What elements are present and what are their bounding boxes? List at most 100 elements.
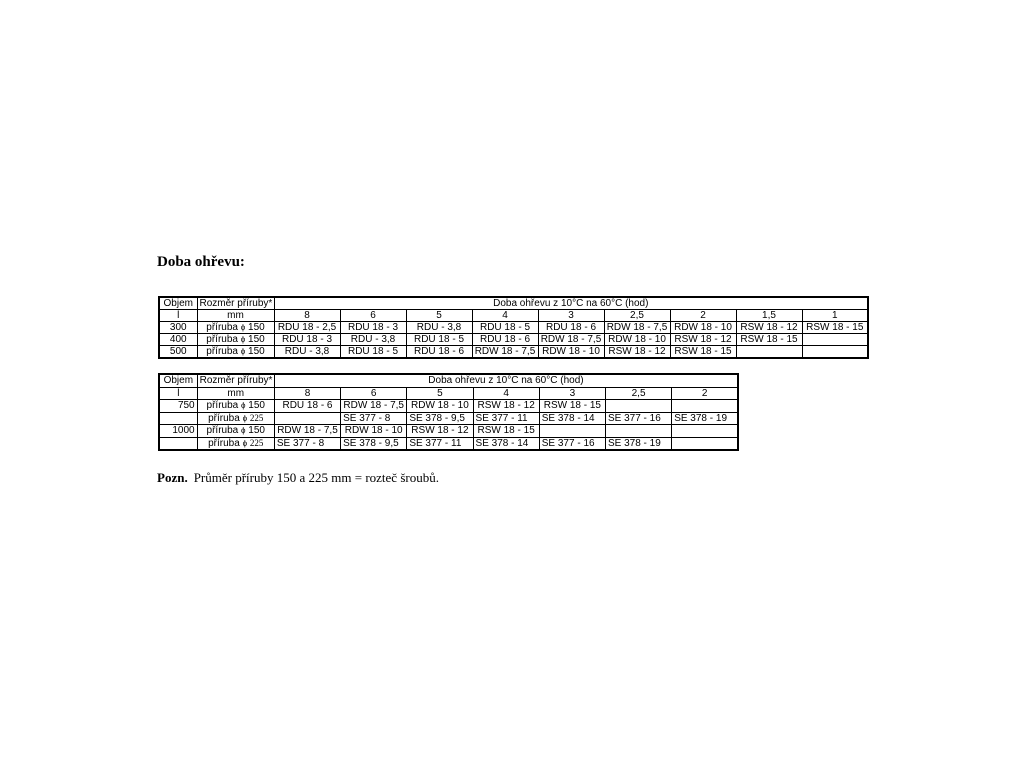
diameter-symbol: ϕ [240,335,246,344]
heater-cell: SE 378 - 9,5 [340,436,408,451]
heater-cell: RDU 18 - 3 [273,333,341,346]
heater-cell: SE 378 - 19 [671,411,739,425]
heating-time-table-2: Objem Rozměr příruby* Doba ohřevu z 10°C n… [158,373,739,451]
table-row: 300 příruba ϕ 150 RDU 18 - 2,5 RDU 18 - 3 RD… [158,321,869,334]
flange-label: příruba [206,334,238,345]
heater-cell: SE 377 - 16 [538,436,606,451]
time-header: 2,5 [603,309,671,322]
heater-cell: RSW 18 - 12 [472,399,540,413]
objem-cell: 300 [158,321,198,334]
objem-cell: 400 [158,333,198,346]
heater-cell: SE 377 - 8 [273,436,342,451]
flange-label: příruba [208,437,240,449]
header-doba: Doba ohřevu z 10°C na 60°C (hod) [273,373,739,388]
diameter-symbol: ϕ [241,426,246,436]
header-doba: Doba ohřevu z 10°C na 60°C (hod) [273,296,869,310]
flange-cell: příruba ϕ 150 [196,321,275,334]
heater-cell [273,411,342,425]
objem-cell: 500 [158,345,198,359]
objem-cell: 750 [158,399,198,413]
table-row: 500 příruba ϕ 150 RDU - 3,8 RDU 18 - 5 RDU 1… [158,345,869,359]
heater-cell: RSW 18 - 15 [735,333,803,346]
header-rozmer: Rozměr příruby* [196,373,275,388]
note-text: Průměr příruby 150 a 225 mm = rozteč šro… [193,470,439,485]
heater-cell: RDU 18 - 5 [471,321,539,334]
note: Pozn. Průměr příruby 150 a 225 mm = rozte… [157,470,439,486]
flange-cell: příruba ϕ 150 [196,424,275,438]
time-header: 2 [671,386,739,400]
time-header: 4 [471,309,539,322]
time-header: 6 [340,386,408,400]
time-header: 6 [339,309,407,322]
diameter-symbol: ϕ [242,413,248,423]
section-title: Doba ohřevu: [157,254,245,270]
flange-diameter: 150 [248,322,265,333]
diameter-symbol: ϕ [240,323,246,332]
heater-cell: SE 378 - 9,5 [406,411,474,425]
heater-cell: RDW 18 - 7,5 [537,333,605,346]
heater-cell: SE 378 - 14 [472,436,540,451]
heater-cell: RDU 18 - 5 [339,345,407,359]
flange-cell: příruba ϕ 150 [196,345,275,359]
heater-cell [604,399,673,413]
heater-cell: RSW 18 - 15 [538,399,606,413]
heater-cell: RSW 18 - 12 [669,333,737,346]
heater-cell: RDU 18 - 6 [405,345,473,359]
header-rozmer: Rozměr příruby* [196,296,275,310]
header-row: Objem Rozměr příruby* Doba ohřevu z 10°C n… [158,373,739,388]
diameter-symbol: ϕ [241,401,246,411]
heater-cell: RSW 18 - 12 [406,424,474,438]
heater-cell [801,345,869,359]
time-header: 3 [537,309,605,322]
heater-cell [735,345,803,359]
flange-label: příruba [206,400,239,412]
heater-cell: RDW 18 - 7,5 [340,399,408,413]
time-header: 8 [273,309,341,322]
heater-cell: RDU - 3,8 [339,333,407,346]
time-header: 1 [801,309,869,322]
heater-cell: RSW 18 - 15 [669,345,737,359]
flange-diameter: 225 [249,437,264,448]
heater-cell: RDU - 3,8 [273,345,341,359]
time-header: 3 [538,386,606,400]
unit-rozmer: mm [196,386,275,400]
heater-cell [801,333,869,346]
heater-cell: SE 378 - 19 [604,436,673,451]
header-objem: Objem [158,373,198,388]
objem-cell: 1000 [158,424,198,438]
flange-label: příruba [206,322,238,333]
heater-cell: SE 377 - 16 [604,411,673,425]
heater-cell: RDW 18 - 7,5 [471,345,539,359]
heater-cell: SE 377 - 11 [406,436,474,451]
heater-cell [538,424,606,438]
objem-cell [158,411,198,425]
unit-row: l mm 8 6 5 4 3 2,5 2 [158,386,739,400]
time-header: 1,5 [735,309,803,322]
heater-cell: RDU 18 - 2,5 [273,321,341,334]
flange-label: příruba [208,412,240,424]
heater-cell: RDU 18 - 3 [339,321,407,334]
heater-cell [671,424,739,438]
heater-cell: RDW 18 - 7,5 [273,424,342,438]
table-row: příruba ϕ 225 SE 377 - 8 SE 378 - 9,5 SE 37… [158,411,739,425]
header-objem: Objem [158,296,198,310]
heater-cell: RDU 18 - 5 [405,333,473,346]
table-row: 750 příruba ϕ 150 RDU 18 - 6 RDW 18 - 7,5 RD… [158,399,739,413]
heater-cell: RDW 18 - 10 [669,321,737,334]
heater-cell [671,399,739,413]
heater-cell: RDW 18 - 10 [537,345,605,359]
flange-cell: příruba ϕ 150 [196,333,275,346]
table-row: 1000 příruba ϕ 150 RDW 18 - 7,5 RDW 18 - 10… [158,424,739,438]
heater-cell: RDU - 3,8 [405,321,473,334]
time-header: 2 [669,309,737,322]
table-row: příruba ϕ 225 SE 377 - 8 SE 378 - 9,5 SE 37… [158,436,739,451]
objem-cell [158,436,198,451]
flange-diameter: 150 [248,425,265,437]
heater-cell: RDW 18 - 7,5 [603,321,671,334]
diameter-symbol: ϕ [242,438,248,448]
time-header: 5 [405,309,473,322]
heater-cell: SE 377 - 11 [472,411,540,425]
flange-diameter: 225 [249,412,264,423]
flange-cell: příruba ϕ 225 [196,411,275,425]
heater-cell: RDU 18 - 6 [537,321,605,334]
